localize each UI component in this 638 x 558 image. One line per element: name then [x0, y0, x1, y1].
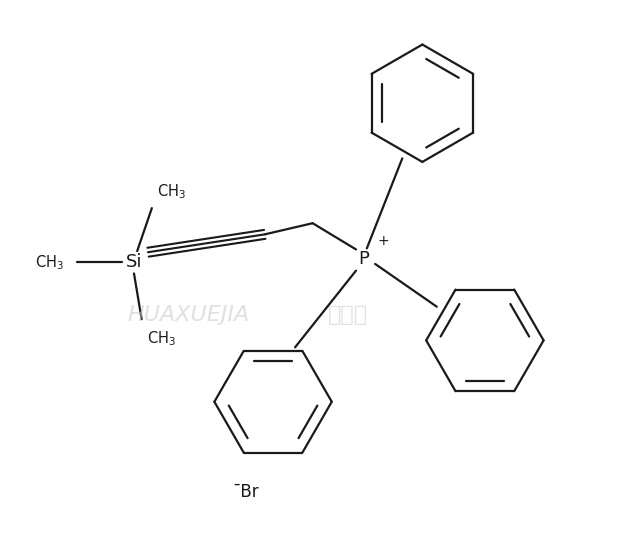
Text: CH$_3$: CH$_3$	[35, 253, 64, 272]
Text: +: +	[378, 234, 389, 248]
Text: HUAXUEJIA: HUAXUEJIA	[127, 305, 249, 325]
Text: 化学加: 化学加	[328, 305, 367, 325]
Text: CH$_3$: CH$_3$	[147, 329, 175, 348]
Text: Si: Si	[126, 253, 142, 271]
Text: P: P	[358, 251, 369, 268]
Text: ¯Br: ¯Br	[232, 483, 259, 501]
Text: CH$_3$: CH$_3$	[157, 182, 186, 201]
